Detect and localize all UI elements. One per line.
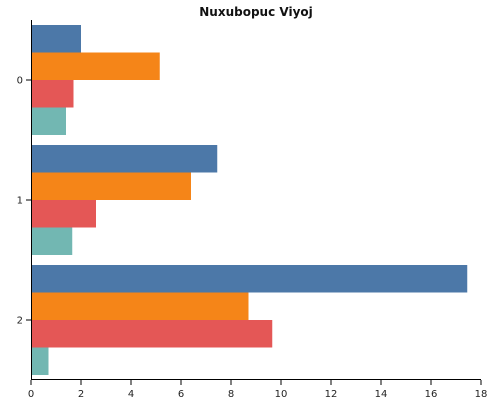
bar-cat-2-series-4 (31, 347, 49, 375)
x-tick-label: 8 (228, 389, 234, 400)
x-tick-label: 4 (128, 389, 134, 400)
bar-cat-1-series-2 (31, 172, 191, 200)
y-axis: 0 1 2 (17, 76, 31, 327)
x-tick-label: 12 (325, 389, 338, 400)
x-tick-label: 18 (475, 389, 488, 400)
x-axis: 0 2 4 6 8 10 12 14 16 18 (28, 380, 488, 400)
bar-cat-2-series-1 (31, 265, 468, 293)
bar-cat-1-series-1 (31, 145, 218, 173)
x-tick-label: 14 (375, 389, 388, 400)
x-tick-label: 0 (28, 389, 34, 400)
x-tick-label: 16 (425, 389, 438, 400)
y-tick-label: 1 (17, 196, 23, 207)
chart-title: Nuxubopuc Viyoj (199, 5, 313, 19)
bar-cat-0-series-1 (31, 25, 81, 53)
x-tick-label: 6 (178, 389, 184, 400)
bar-group (31, 25, 468, 375)
bar-cat-0-series-2 (31, 52, 160, 80)
bar-cat-0-series-4 (31, 107, 66, 135)
bar-cat-1-series-3 (31, 200, 96, 228)
x-tick-label: 10 (275, 389, 288, 400)
y-tick-label: 2 (17, 316, 23, 327)
bar-cat-2-series-3 (31, 320, 273, 348)
bar-cat-0-series-3 (31, 80, 74, 108)
y-tick-label: 0 (17, 76, 23, 87)
x-tick-label: 2 (78, 389, 84, 400)
bar-cat-2-series-2 (31, 292, 249, 320)
bar-cat-1-series-4 (31, 227, 73, 255)
